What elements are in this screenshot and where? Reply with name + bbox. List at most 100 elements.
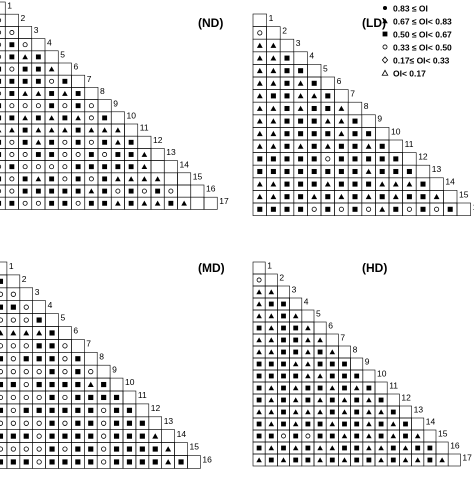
matrix-cell	[4, 148, 19, 161]
cell-marker	[9, 42, 15, 48]
cell-marker	[115, 152, 121, 157]
cell-marker	[101, 420, 107, 426]
cell-marker	[101, 407, 107, 413]
cell-marker	[75, 433, 81, 439]
cell-marker	[88, 115, 94, 121]
cell-marker	[165, 459, 172, 465]
cell-marker	[35, 115, 41, 121]
cell-marker	[154, 200, 161, 206]
cell-marker	[281, 421, 286, 427]
matrix-cell	[4, 62, 19, 76]
matrix-cell	[97, 99, 112, 113]
cell-marker	[126, 433, 133, 439]
step-label: 5	[60, 50, 65, 60]
matrix-cell	[0, 123, 6, 137]
cell-marker	[0, 278, 4, 284]
cell-marker	[88, 152, 94, 157]
cell-marker	[366, 385, 372, 391]
cell-marker	[284, 131, 290, 137]
step-label: 1	[269, 13, 274, 23]
matrix-cell	[347, 101, 363, 116]
cell-marker	[341, 457, 348, 463]
cell-marker	[392, 193, 399, 200]
cell-marker	[36, 343, 42, 349]
cell-marker	[9, 164, 15, 170]
cell-marker	[62, 90, 68, 96]
cell-marker	[329, 385, 336, 391]
cell-marker	[317, 349, 323, 355]
matrix-cell	[6, 416, 21, 430]
matrix-cell	[71, 148, 86, 161]
cell-marker	[341, 397, 348, 403]
cell-marker	[101, 394, 107, 401]
step-label: 7	[86, 338, 91, 348]
cell-marker	[113, 459, 120, 465]
cell-marker	[292, 409, 299, 415]
cell-marker	[113, 420, 120, 426]
cell-marker	[324, 118, 331, 124]
matrix-cell	[31, 160, 46, 174]
matrix-cell	[96, 442, 111, 456]
step-label: 3	[296, 38, 301, 48]
cell-marker	[379, 206, 386, 212]
cell-marker	[365, 143, 372, 149]
cell-marker	[102, 164, 108, 170]
cell-marker	[102, 139, 108, 145]
cell-marker	[317, 385, 323, 391]
matrix-cell	[0, 339, 8, 353]
legend: 0.83 ≤ OI 0.67 ≤ OI< 0.83 0.50 ≤ OI< 0.67 0…	[381, 4, 452, 79]
cell-marker	[0, 103, 2, 109]
cell-marker	[0, 18, 2, 23]
matrix-cell	[96, 416, 111, 430]
cell-marker	[22, 115, 28, 121]
matrix-cell	[31, 38, 46, 52]
cell-marker	[284, 93, 290, 99]
cell-marker	[352, 181, 358, 187]
cell-marker	[256, 42, 263, 48]
cell-marker	[354, 409, 360, 415]
cell-marker	[352, 206, 358, 212]
cell-marker	[281, 337, 286, 343]
cell-marker	[378, 457, 384, 463]
cell-marker	[284, 105, 290, 112]
matrix-cell	[252, 13, 267, 27]
cell-marker	[366, 433, 372, 439]
matrix-cell	[411, 417, 425, 431]
cell-marker	[62, 164, 68, 170]
cell-marker	[270, 93, 276, 99]
cell-marker	[178, 459, 184, 465]
cell-marker	[49, 446, 55, 452]
cell-marker	[268, 421, 275, 427]
cell-marker	[22, 78, 28, 84]
cell-marker	[10, 433, 16, 439]
cell-marker	[10, 304, 16, 310]
step-label: 7	[340, 333, 345, 343]
cell-marker	[62, 139, 68, 145]
cell-marker	[298, 194, 304, 200]
cell-marker	[317, 337, 323, 343]
cell-marker	[49, 152, 55, 157]
matrix-cell	[32, 442, 46, 456]
cell-marker	[311, 105, 317, 112]
cell-marker	[62, 115, 68, 121]
matrix-cell	[338, 345, 351, 359]
matrix-cell	[71, 74, 86, 88]
cell-marker	[268, 397, 275, 403]
matrix-cell	[203, 196, 218, 210]
cell-marker	[36, 446, 42, 452]
matrix-cell	[18, 160, 33, 174]
step-label: 5	[316, 309, 321, 319]
step-label: 12	[153, 135, 163, 145]
cell-marker	[141, 164, 148, 170]
cell-marker	[297, 105, 304, 111]
matrix-cell	[320, 152, 335, 166]
cell-marker	[325, 131, 331, 137]
step-label: 8	[353, 345, 358, 355]
cell-marker	[341, 433, 348, 439]
cell-marker	[0, 30, 2, 35]
legend-symbol	[381, 69, 389, 76]
cell-marker	[0, 420, 4, 426]
step-label: 10	[127, 111, 137, 121]
matrix-cell	[97, 148, 112, 161]
cell-marker	[311, 118, 317, 124]
